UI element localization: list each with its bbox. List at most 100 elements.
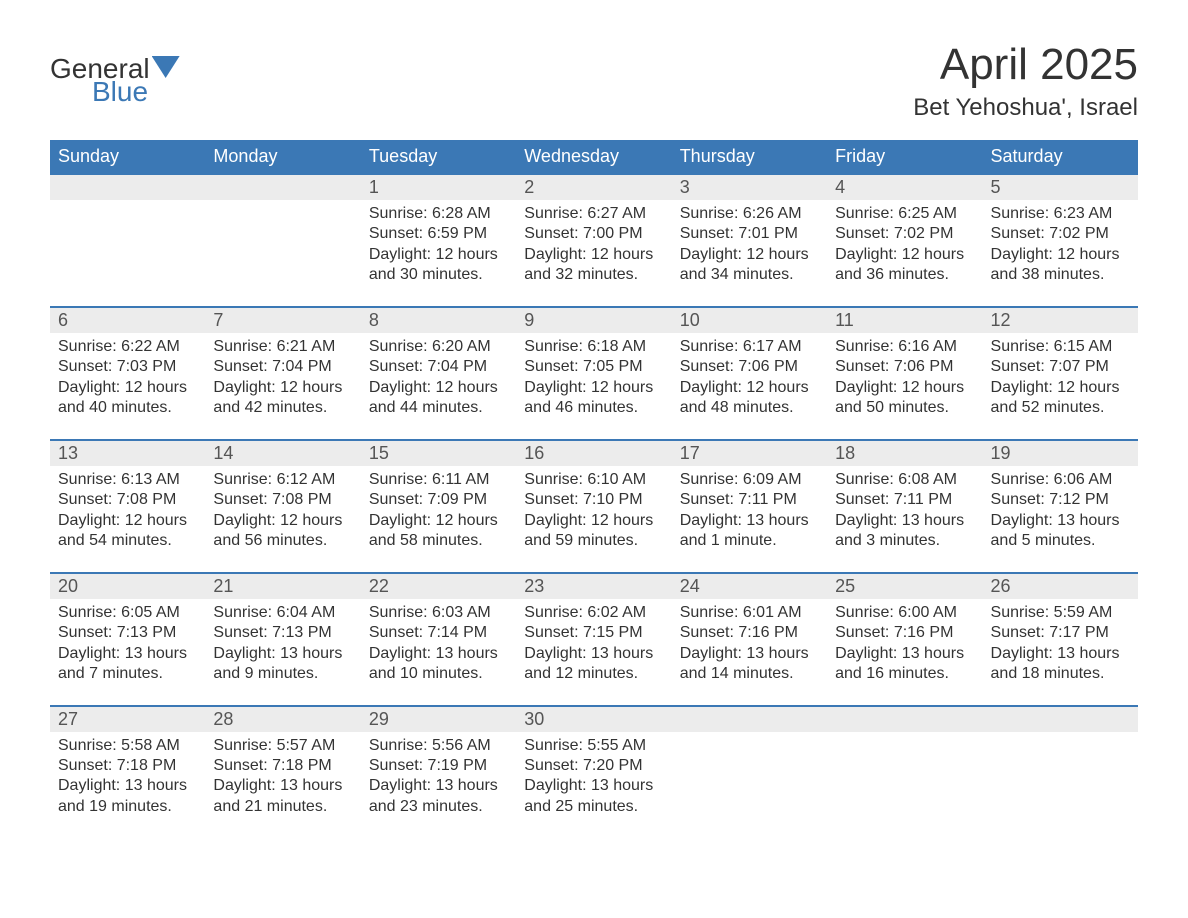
day-number-cell [672,706,827,732]
weekday-header: Thursday [672,140,827,175]
daylight-line: Daylight: 13 hours and 21 minutes. [213,776,352,817]
daylight-line: Daylight: 13 hours and 12 minutes. [524,644,663,685]
daylight-line: Daylight: 12 hours and 48 minutes. [680,378,819,419]
day-number-cell: 10 [672,307,827,333]
logo: General Blue [50,40,180,105]
sunset-line: Sunset: 6:59 PM [369,224,508,244]
sunset-line: Sunset: 7:13 PM [58,623,197,643]
day-detail-cell: Sunrise: 6:13 AMSunset: 7:08 PMDaylight:… [50,466,205,573]
day-number-cell: 15 [361,440,516,466]
day-number-cell: 12 [983,307,1138,333]
sunset-line: Sunset: 7:07 PM [991,357,1130,377]
sunset-line: Sunset: 7:12 PM [991,490,1130,510]
sunrise-line: Sunrise: 6:09 AM [680,470,819,490]
sunset-line: Sunset: 7:04 PM [213,357,352,377]
day-detail-cell: Sunrise: 5:58 AMSunset: 7:18 PMDaylight:… [50,732,205,838]
sunset-line: Sunset: 7:20 PM [524,756,663,776]
day-detail-cell: Sunrise: 6:00 AMSunset: 7:16 PMDaylight:… [827,599,982,706]
day-number-cell: 22 [361,573,516,599]
logo-word-blue: Blue [92,79,180,106]
sunset-line: Sunset: 7:08 PM [213,490,352,510]
day-number-cell: 25 [827,573,982,599]
sunset-line: Sunset: 7:11 PM [835,490,974,510]
weekday-header-row: Sunday Monday Tuesday Wednesday Thursday… [50,140,1138,175]
weekday-header: Friday [827,140,982,175]
day-number-cell: 1 [361,175,516,200]
daynum-row: 13141516171819 [50,440,1138,466]
daylight-line: Daylight: 12 hours and 46 minutes. [524,378,663,419]
daylight-line: Daylight: 12 hours and 36 minutes. [835,245,974,286]
day-detail-cell: Sunrise: 6:01 AMSunset: 7:16 PMDaylight:… [672,599,827,706]
sunrise-line: Sunrise: 6:26 AM [680,204,819,224]
sunrise-line: Sunrise: 5:55 AM [524,736,663,756]
sunset-line: Sunset: 7:10 PM [524,490,663,510]
daylight-line: Daylight: 12 hours and 30 minutes. [369,245,508,286]
day-detail-cell: Sunrise: 6:03 AMSunset: 7:14 PMDaylight:… [361,599,516,706]
day-body-row: Sunrise: 6:28 AMSunset: 6:59 PMDaylight:… [50,200,1138,307]
day-detail-cell: Sunrise: 5:55 AMSunset: 7:20 PMDaylight:… [516,732,671,838]
day-number-cell [827,706,982,732]
day-detail-cell: Sunrise: 6:08 AMSunset: 7:11 PMDaylight:… [827,466,982,573]
day-number-cell [50,175,205,200]
day-number-cell: 27 [50,706,205,732]
daylight-line: Daylight: 13 hours and 9 minutes. [213,644,352,685]
location-label: Bet Yehoshua', Israel [913,94,1138,122]
header: General Blue April 2025 Bet Yehoshua', I… [50,40,1138,122]
daylight-line: Daylight: 13 hours and 25 minutes. [524,776,663,817]
sunset-line: Sunset: 7:18 PM [213,756,352,776]
day-number-cell: 26 [983,573,1138,599]
sunrise-line: Sunrise: 6:11 AM [369,470,508,490]
day-detail-cell: Sunrise: 6:18 AMSunset: 7:05 PMDaylight:… [516,333,671,440]
day-number-cell: 19 [983,440,1138,466]
sunrise-line: Sunrise: 6:10 AM [524,470,663,490]
day-number-cell: 16 [516,440,671,466]
daylight-line: Daylight: 12 hours and 56 minutes. [213,511,352,552]
sunrise-line: Sunrise: 6:22 AM [58,337,197,357]
day-detail-cell [205,200,360,307]
daylight-line: Daylight: 13 hours and 19 minutes. [58,776,197,817]
day-detail-cell: Sunrise: 6:05 AMSunset: 7:13 PMDaylight:… [50,599,205,706]
sunset-line: Sunset: 7:06 PM [680,357,819,377]
daynum-row: 12345 [50,175,1138,200]
day-number-cell [205,175,360,200]
day-detail-cell: Sunrise: 6:11 AMSunset: 7:09 PMDaylight:… [361,466,516,573]
sunrise-line: Sunrise: 5:57 AM [213,736,352,756]
day-number-cell: 3 [672,175,827,200]
weekday-header: Sunday [50,140,205,175]
day-detail-cell: Sunrise: 6:15 AMSunset: 7:07 PMDaylight:… [983,333,1138,440]
sunset-line: Sunset: 7:09 PM [369,490,508,510]
day-number-cell [983,706,1138,732]
day-detail-cell: Sunrise: 5:59 AMSunset: 7:17 PMDaylight:… [983,599,1138,706]
day-detail-cell: Sunrise: 6:16 AMSunset: 7:06 PMDaylight:… [827,333,982,440]
day-detail-cell: Sunrise: 6:28 AMSunset: 6:59 PMDaylight:… [361,200,516,307]
sunrise-line: Sunrise: 6:27 AM [524,204,663,224]
day-detail-cell: Sunrise: 6:04 AMSunset: 7:13 PMDaylight:… [205,599,360,706]
sunrise-line: Sunrise: 6:15 AM [991,337,1130,357]
day-number-cell: 24 [672,573,827,599]
sunrise-line: Sunrise: 6:21 AM [213,337,352,357]
daylight-line: Daylight: 13 hours and 10 minutes. [369,644,508,685]
sunset-line: Sunset: 7:02 PM [835,224,974,244]
daynum-row: 6789101112 [50,307,1138,333]
sunrise-line: Sunrise: 6:16 AM [835,337,974,357]
sunset-line: Sunset: 7:17 PM [991,623,1130,643]
sunrise-line: Sunrise: 6:23 AM [991,204,1130,224]
day-number-cell: 8 [361,307,516,333]
weekday-header: Monday [205,140,360,175]
day-number-cell: 20 [50,573,205,599]
daylight-line: Daylight: 12 hours and 59 minutes. [524,511,663,552]
sunset-line: Sunset: 7:08 PM [58,490,197,510]
weekday-header: Tuesday [361,140,516,175]
daylight-line: Daylight: 12 hours and 42 minutes. [213,378,352,419]
daylight-line: Daylight: 12 hours and 40 minutes. [58,378,197,419]
day-detail-cell: Sunrise: 6:25 AMSunset: 7:02 PMDaylight:… [827,200,982,307]
daylight-line: Daylight: 12 hours and 54 minutes. [58,511,197,552]
daynum-row: 27282930 [50,706,1138,732]
logo-text: General Blue [50,40,180,105]
day-number-cell: 23 [516,573,671,599]
day-detail-cell: Sunrise: 6:09 AMSunset: 7:11 PMDaylight:… [672,466,827,573]
sunset-line: Sunset: 7:16 PM [680,623,819,643]
day-number-cell: 28 [205,706,360,732]
daynum-row: 20212223242526 [50,573,1138,599]
sunrise-line: Sunrise: 6:02 AM [524,603,663,623]
